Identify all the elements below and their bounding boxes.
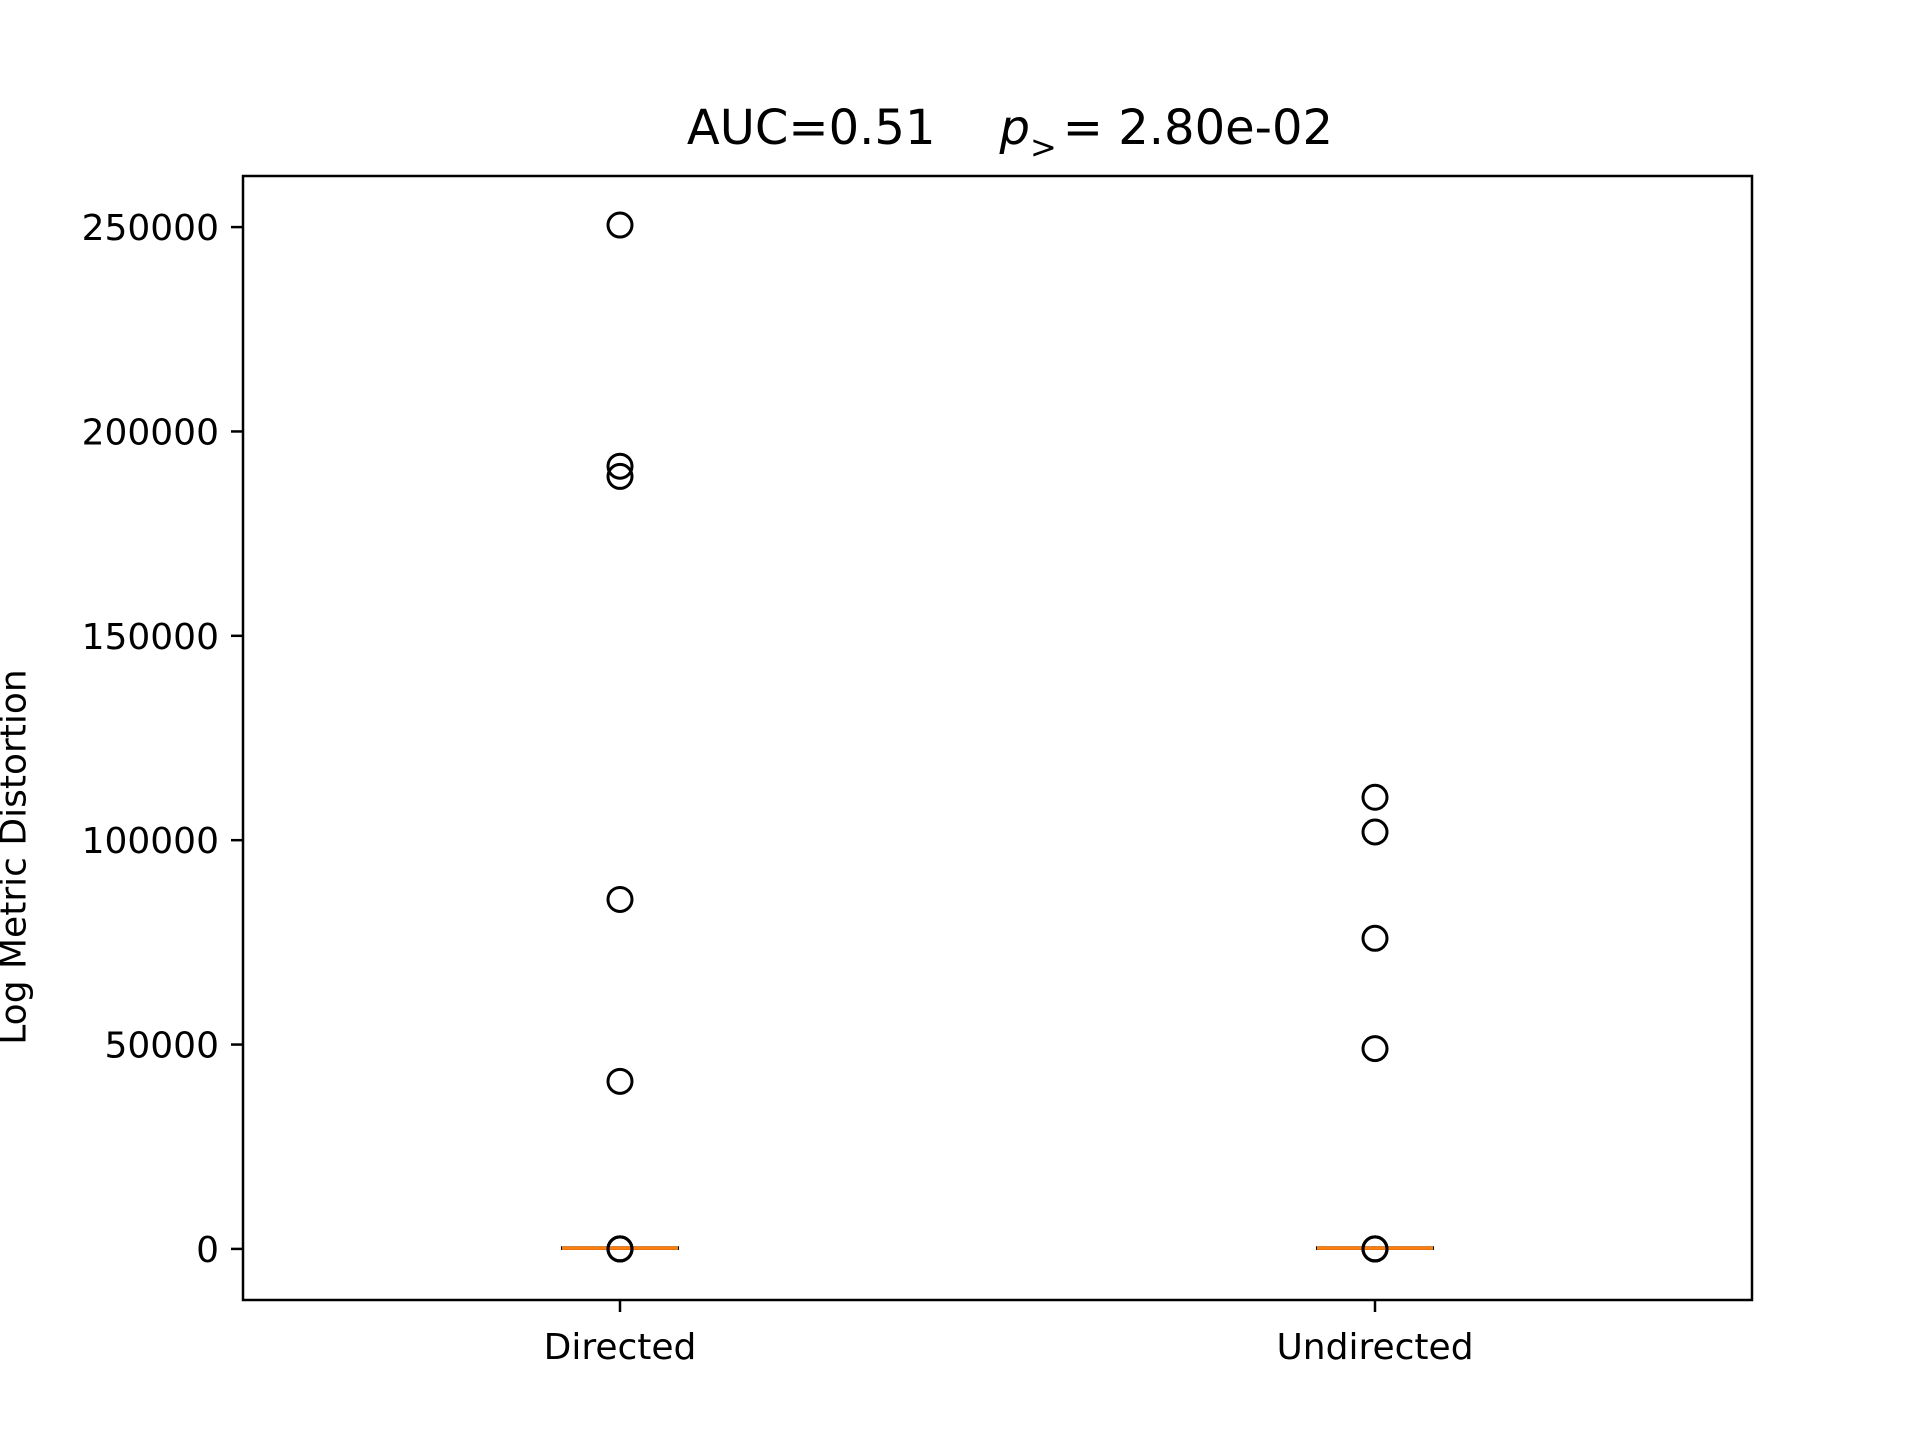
y-tick-label: 150000 (82, 617, 219, 658)
p-value: = 2.80e-02 (1062, 100, 1334, 156)
outlier-point (606, 1067, 634, 1095)
outlier-point (1361, 783, 1389, 811)
outlier-point (606, 211, 634, 239)
p-symbol: p (999, 100, 1030, 156)
x-tick-label: Directed (544, 1327, 697, 1368)
p-subscript: > (1029, 128, 1057, 166)
y-tick-label: 50000 (104, 1026, 219, 1067)
chart-title: AUC=0.51 p > = 2.80e-02 (0, 100, 1920, 166)
outlier-point (1361, 818, 1389, 846)
y-tick-label: 250000 (82, 208, 219, 249)
outlier-point (1361, 1035, 1389, 1063)
outlier-point (606, 1235, 634, 1263)
auc-label: AUC=0.51 (686, 100, 936, 156)
outlier-point (606, 462, 634, 490)
outlier-point (606, 452, 634, 480)
y-tick-label: 0 (196, 1230, 219, 1271)
outlier-point (606, 885, 634, 913)
outlier-point (1361, 924, 1389, 952)
x-tick-label: Undirected (1276, 1327, 1473, 1368)
plot-area-frame (241, 174, 1754, 1302)
y-tick-label: 100000 (82, 821, 219, 862)
outlier-point (1361, 1235, 1389, 1263)
y-tick-label: 200000 (82, 412, 219, 453)
